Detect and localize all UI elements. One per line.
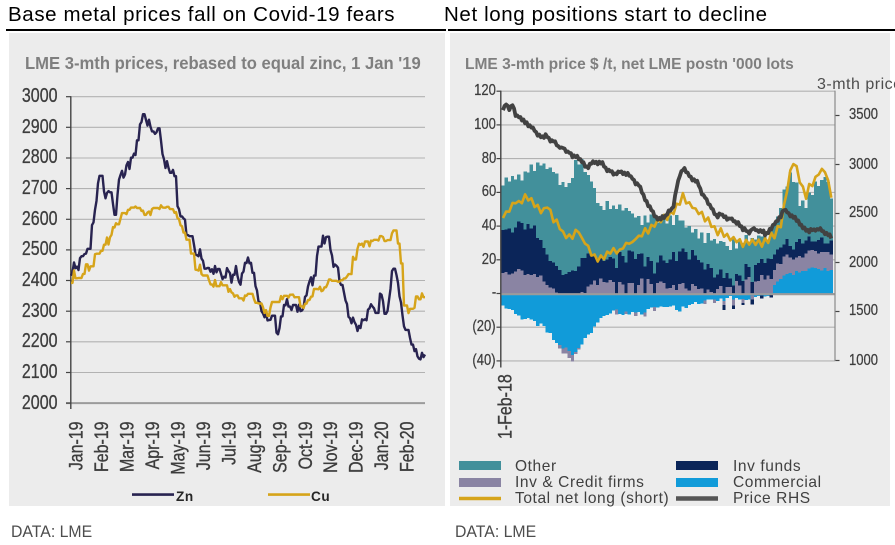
svg-text:Sep-19: Sep-19 (269, 422, 291, 473)
svg-text:Jan-20: Jan-20 (371, 421, 393, 470)
svg-text:Apr-19: Apr-19 (142, 422, 164, 470)
svg-text:Jul-19: Jul-19 (218, 422, 240, 465)
svg-text:Nov-19: Nov-19 (320, 422, 342, 473)
svg-text:Dec-19: Dec-19 (345, 422, 367, 473)
svg-text:1-Feb-18: 1-Feb-18 (494, 374, 516, 439)
svg-text:Oct-19: Oct-19 (294, 422, 316, 470)
svg-text:Jan-19: Jan-19 (65, 422, 87, 471)
svg-text:Jun-19: Jun-19 (193, 422, 215, 471)
svg-text:Feb-20: Feb-20 (396, 421, 418, 472)
svg-text:May-19: May-19 (167, 422, 189, 475)
svg-text:Aug-19: Aug-19 (244, 422, 266, 473)
svg-text:Feb-19: Feb-19 (91, 422, 113, 473)
svg-text:Mar-19: Mar-19 (116, 422, 138, 473)
